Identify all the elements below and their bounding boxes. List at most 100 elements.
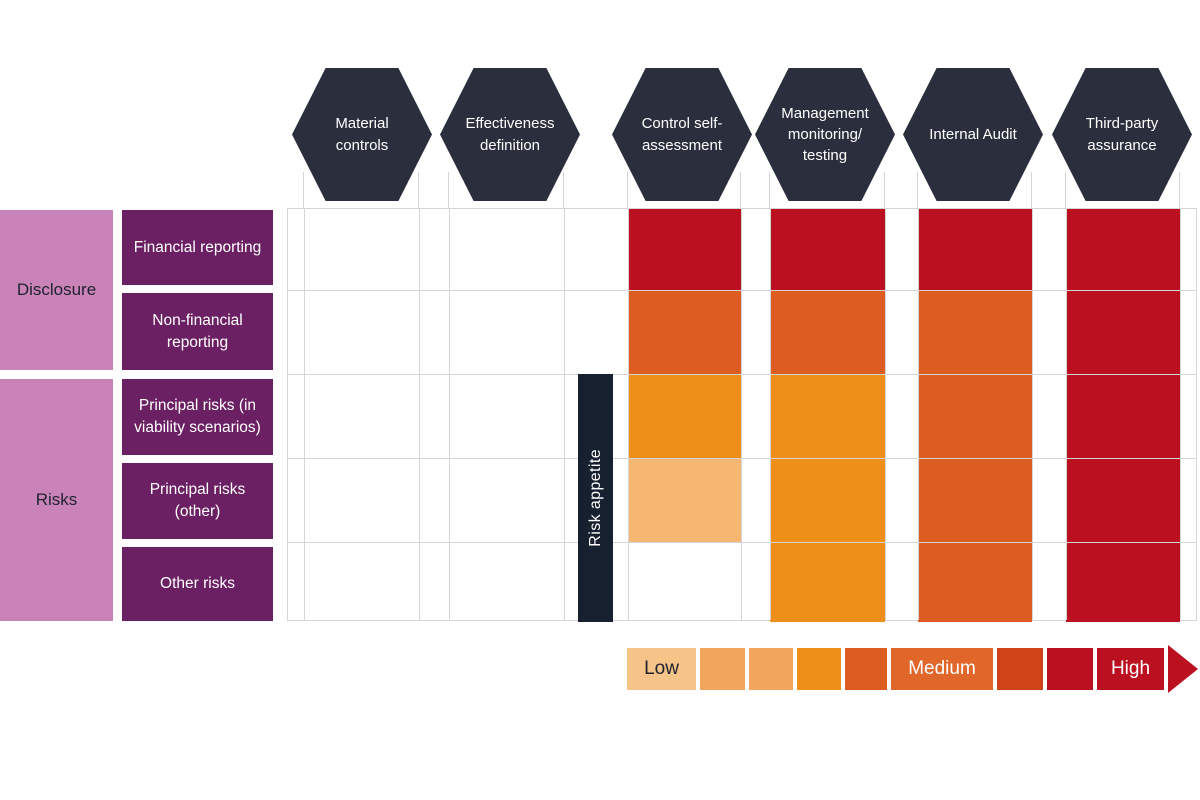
row-label: Principal risks (other): [149, 481, 246, 520]
legend-segment-medium: Medium: [891, 648, 993, 690]
matrix-cell: [304, 209, 419, 290]
legend-segment-low: Low: [627, 648, 696, 690]
row-block-financial-reporting: Financial reporting: [122, 210, 273, 285]
hex-connector-line: [448, 172, 449, 209]
matrix-cell: [770, 458, 885, 542]
group-label: Risks: [35, 490, 78, 509]
matrix-cell: [304, 374, 419, 458]
grid-line: [564, 209, 565, 620]
row-label: Principal risks (in viability scenarios): [134, 397, 261, 436]
legend-segment: [1047, 648, 1093, 690]
matrix-cell: [628, 542, 741, 622]
legend-segment-high: High: [1097, 648, 1164, 690]
matrix-cell: [628, 290, 741, 374]
matrix-cell: [628, 209, 741, 290]
hexagon-material-controls: Material controls: [292, 68, 432, 201]
grid-line: [449, 209, 450, 620]
hex-connector-line: [1031, 172, 1032, 209]
assurance-matrix-grid: Risk appetite: [287, 208, 1197, 622]
grid-line: [304, 209, 305, 620]
matrix-cell: [628, 458, 741, 542]
hexagon-label: Material controls: [335, 115, 389, 154]
row-block-other-risks: Other risks: [122, 547, 273, 621]
matrix-cell: [918, 209, 1032, 290]
matrix-cell: [449, 542, 564, 622]
grid-line: [628, 209, 629, 620]
hex-connector-line: [1065, 172, 1066, 209]
hexagon-label: Management monitoring/ testing: [781, 104, 869, 165]
row-label: Other risks: [160, 575, 235, 593]
row-block-principal-risks-other: Principal risks (other): [122, 463, 273, 539]
matrix-cell: [449, 374, 564, 458]
matrix-cell: [770, 290, 885, 374]
grid-line: [288, 290, 1196, 291]
hexagon-internal-audit: Internal Audit: [903, 68, 1043, 201]
matrix-cell: [304, 290, 419, 374]
legend-label-high: High: [1110, 658, 1151, 679]
matrix-cell: [770, 209, 885, 290]
hex-connector-line: [769, 172, 770, 209]
matrix-cell: [770, 542, 885, 622]
matrix-cell: [1066, 290, 1180, 374]
row-label: Financial reporting: [133, 238, 262, 256]
hexagon-label: Third-party assurance: [1085, 115, 1159, 154]
hex-connector-line: [303, 172, 304, 209]
hex-connector-line: [740, 172, 741, 209]
hexagon-label: Control self-assessment: [641, 115, 723, 154]
matrix-cell: [304, 542, 419, 622]
matrix-cell: [1066, 374, 1180, 458]
grid-line: [288, 374, 1196, 375]
matrix-cell: [1066, 542, 1180, 622]
hexagon-effectiveness-definition: Effectiveness definition: [440, 68, 580, 201]
matrix-cell: [918, 542, 1032, 622]
hexagon-label: Effectiveness definition: [465, 115, 555, 154]
grid-line: [770, 209, 771, 620]
hexagon-third-party-assurance: Third-party assurance: [1052, 68, 1192, 201]
grid-line: [288, 458, 1196, 459]
hex-connector-line: [563, 172, 564, 209]
legend-label-low: Low: [644, 658, 679, 679]
grid-line: [1180, 209, 1181, 620]
matrix-cell: [449, 458, 564, 542]
hex-connector-line: [884, 172, 885, 209]
grid-line: [419, 209, 420, 620]
legend-segment: [700, 648, 745, 690]
hex-connector-line: [917, 172, 918, 209]
matrix-cell: [770, 374, 885, 458]
matrix-cell: [449, 290, 564, 374]
risk-level-legend: Low Medium High: [627, 645, 1198, 693]
matrix-cell: [918, 374, 1032, 458]
matrix-cell: [1066, 458, 1180, 542]
hex-connector-line: [418, 172, 419, 209]
risk-appetite-bar: Risk appetite: [578, 374, 613, 622]
legend-segment: [845, 648, 887, 690]
hexagon-management-monitoring-testing: Management monitoring/ testing: [755, 68, 895, 201]
hex-connector-line: [627, 172, 628, 209]
grid-line: [885, 209, 886, 620]
row-block-non-financial-reporting: Non-financial reporting: [122, 293, 273, 370]
legend-segment: [797, 648, 841, 690]
legend-label-medium: Medium: [908, 658, 976, 679]
grid-line: [1032, 209, 1033, 620]
legend-arrow: [1168, 645, 1198, 693]
hexagon-control-self-assessment: Control self-assessment: [612, 68, 752, 201]
grid-line: [1066, 209, 1067, 620]
matrix-cell: [449, 209, 564, 290]
grid-line: [741, 209, 742, 620]
row-block-principal-risks-viability: Principal risks (in viability scenarios): [122, 379, 273, 455]
group-block-disclosure: Disclosure: [0, 210, 113, 370]
row-label: Non-financial reporting: [152, 311, 243, 351]
group-label: Disclosure: [16, 280, 97, 299]
legend-segment: [749, 648, 793, 690]
group-block-risks: Risks: [0, 379, 113, 621]
matrix-cell: [304, 458, 419, 542]
matrix-cell: [918, 290, 1032, 374]
hexagon-label: Internal Audit: [929, 125, 1017, 143]
hex-connector-line: [1179, 172, 1180, 209]
matrix-cell: [1066, 209, 1180, 290]
grid-line: [288, 542, 1196, 543]
risk-appetite-label: Risk appetite: [586, 449, 604, 547]
grid-line: [918, 209, 919, 620]
legend-segment: [997, 648, 1043, 690]
